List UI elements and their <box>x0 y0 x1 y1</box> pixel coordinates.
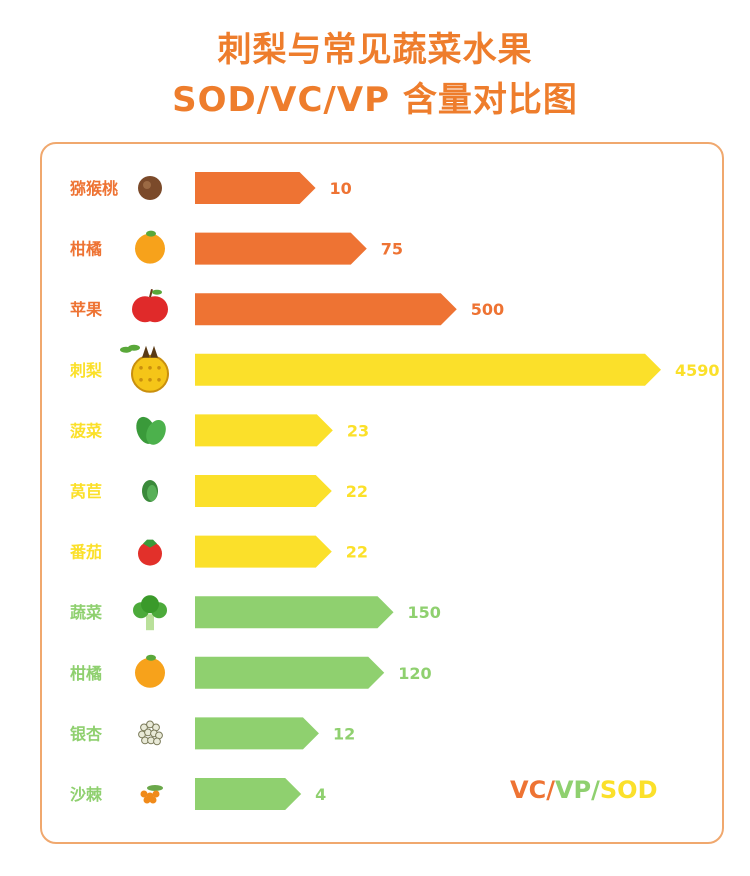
category-label: 蔬菜 <box>70 603 102 622</box>
bar <box>195 232 367 265</box>
ginkgo-icon <box>138 720 163 746</box>
bar <box>195 172 316 204</box>
value-label: 75 <box>381 240 403 259</box>
value-label: 4590 <box>675 361 720 380</box>
value-label: 500 <box>471 300 504 319</box>
category-label: 猕猴桃 <box>70 179 118 198</box>
legend: VC/VP/SOD <box>510 776 658 804</box>
category-label: 苹果 <box>70 300 102 319</box>
orange-fruit-icon <box>135 230 165 264</box>
bar <box>195 596 394 629</box>
category-label: 柑橘 <box>70 240 102 259</box>
value-label: 23 <box>347 421 369 440</box>
value-label: 22 <box>346 543 368 562</box>
value-label: 22 <box>346 482 368 501</box>
legend-sod: SOD <box>599 776 658 804</box>
value-label: 120 <box>398 664 431 683</box>
category-label: 菠菜 <box>70 421 102 440</box>
lettuce-icon <box>142 480 158 502</box>
spinach-icon <box>136 416 166 445</box>
category-label: 沙棘 <box>70 785 103 804</box>
bar <box>195 293 457 326</box>
orange-fruit-icon <box>135 654 165 688</box>
tomato-icon <box>138 539 162 566</box>
bar <box>195 353 661 386</box>
chart-frame <box>40 142 724 844</box>
bar <box>195 656 385 689</box>
apple-icon <box>132 288 168 323</box>
bar <box>195 475 332 507</box>
legend-separator: / <box>591 776 600 804</box>
kiwi-icon <box>138 176 162 200</box>
category-label: 莴苣 <box>70 482 102 501</box>
broccoli-icon <box>133 595 167 631</box>
legend-vp: VP <box>554 776 592 804</box>
value-label: 150 <box>408 603 441 622</box>
seabuckthorn-icon <box>140 785 163 804</box>
chart-title-line-2: SOD/VC/VP 含量对比图 <box>172 80 578 120</box>
category-label: 刺梨 <box>69 361 103 380</box>
category-label: 银杏 <box>70 724 102 743</box>
bar <box>195 717 319 750</box>
category-label: 柑橘 <box>70 664 102 683</box>
bar <box>195 414 333 447</box>
category-label: 番茄 <box>69 543 102 562</box>
cili-fruit-icon <box>120 344 169 393</box>
value-label: 4 <box>315 785 326 804</box>
legend-vc: VC <box>510 776 547 804</box>
chart-title-line-1: 刺梨与常见蔬菜水果 <box>217 30 533 70</box>
value-label: 10 <box>330 179 352 198</box>
legend-separator: / <box>546 776 555 804</box>
value-label: 12 <box>333 724 355 743</box>
bar <box>195 535 332 568</box>
bar <box>195 778 302 810</box>
